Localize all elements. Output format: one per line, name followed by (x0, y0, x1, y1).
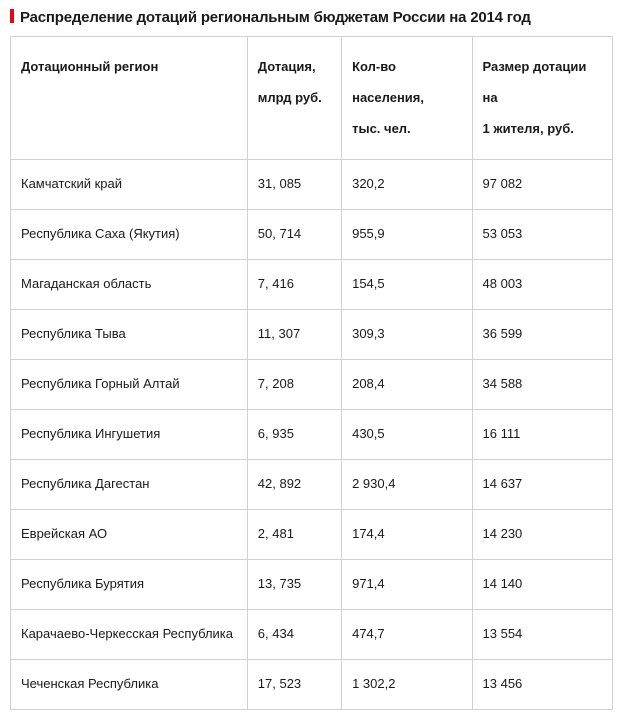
cell-region: Карачаево-Черкесская Республика (11, 609, 248, 659)
cell-subsidy: 11, 307 (247, 309, 341, 359)
cell-subsidy: 7, 416 (247, 259, 341, 309)
cell-population: 2 930,4 (342, 459, 472, 509)
cell-subsidy: 13, 735 (247, 559, 341, 609)
page-title-container: Распределение дотаций региональным бюдже… (10, 8, 613, 26)
cell-region: Республика Дагестан (11, 459, 248, 509)
cell-region: Республика Тыва (11, 309, 248, 359)
col-per-capita: Размер дотации на1 жителя, руб. (472, 37, 612, 160)
cell-per-capita: 34 588 (472, 359, 612, 409)
table-row: Республика Тыва11, 307309,336 599 (11, 309, 613, 359)
cell-population: 154,5 (342, 259, 472, 309)
accent-bar-icon (10, 9, 14, 23)
cell-region: Республика Бурятия (11, 559, 248, 609)
table-row: Чеченская Республика17, 5231 302,213 456 (11, 659, 613, 709)
table-row: Республика Ингушетия6, 935430,516 111 (11, 409, 613, 459)
cell-subsidy: 2, 481 (247, 509, 341, 559)
cell-region: Камчатский край (11, 159, 248, 209)
col-subsidy: Дотация,млрд руб. (247, 37, 341, 160)
subsidies-table: Дотационный регион Дотация,млрд руб. Кол… (10, 36, 613, 710)
table-row: Республика Саха (Якутия)50, 714955,953 0… (11, 209, 613, 259)
cell-per-capita: 36 599 (472, 309, 612, 359)
cell-region: Республика Саха (Якутия) (11, 209, 248, 259)
cell-per-capita: 13 554 (472, 609, 612, 659)
cell-region: Республика Ингушетия (11, 409, 248, 459)
cell-region: Республика Горный Алтай (11, 359, 248, 409)
page-title: Распределение дотаций региональным бюдже… (20, 9, 531, 26)
cell-population: 309,3 (342, 309, 472, 359)
cell-region: Чеченская Республика (11, 659, 248, 709)
cell-population: 971,4 (342, 559, 472, 609)
table-row: Карачаево-Черкесская Республика6, 434474… (11, 609, 613, 659)
table-row: Магаданская область7, 416154,548 003 (11, 259, 613, 309)
cell-subsidy: 42, 892 (247, 459, 341, 509)
cell-region: Еврейская АО (11, 509, 248, 559)
col-region: Дотационный регион (11, 37, 248, 160)
cell-per-capita: 14 140 (472, 559, 612, 609)
table-body: Камчатский край31, 085320,297 082Республ… (11, 159, 613, 709)
cell-per-capita: 16 111 (472, 409, 612, 459)
table-row: Еврейская АО2, 481174,414 230 (11, 509, 613, 559)
cell-population: 208,4 (342, 359, 472, 409)
table-header-row: Дотационный регион Дотация,млрд руб. Кол… (11, 37, 613, 160)
cell-subsidy: 50, 714 (247, 209, 341, 259)
table-row: Камчатский край31, 085320,297 082 (11, 159, 613, 209)
cell-per-capita: 97 082 (472, 159, 612, 209)
cell-subsidy: 6, 935 (247, 409, 341, 459)
cell-per-capita: 13 456 (472, 659, 612, 709)
cell-population: 174,4 (342, 509, 472, 559)
cell-population: 320,2 (342, 159, 472, 209)
cell-per-capita: 48 003 (472, 259, 612, 309)
cell-subsidy: 31, 085 (247, 159, 341, 209)
cell-per-capita: 53 053 (472, 209, 612, 259)
cell-population: 474,7 (342, 609, 472, 659)
cell-subsidy: 6, 434 (247, 609, 341, 659)
col-population: Кол-во населения,тыс. чел. (342, 37, 472, 160)
cell-subsidy: 17, 523 (247, 659, 341, 709)
cell-per-capita: 14 637 (472, 459, 612, 509)
cell-population: 1 302,2 (342, 659, 472, 709)
cell-region: Магаданская область (11, 259, 248, 309)
table-row: Республика Горный Алтай7, 208208,434 588 (11, 359, 613, 409)
cell-population: 955,9 (342, 209, 472, 259)
cell-per-capita: 14 230 (472, 509, 612, 559)
table-row: Республика Бурятия13, 735971,414 140 (11, 559, 613, 609)
cell-population: 430,5 (342, 409, 472, 459)
cell-subsidy: 7, 208 (247, 359, 341, 409)
table-row: Республика Дагестан42, 8922 930,414 637 (11, 459, 613, 509)
